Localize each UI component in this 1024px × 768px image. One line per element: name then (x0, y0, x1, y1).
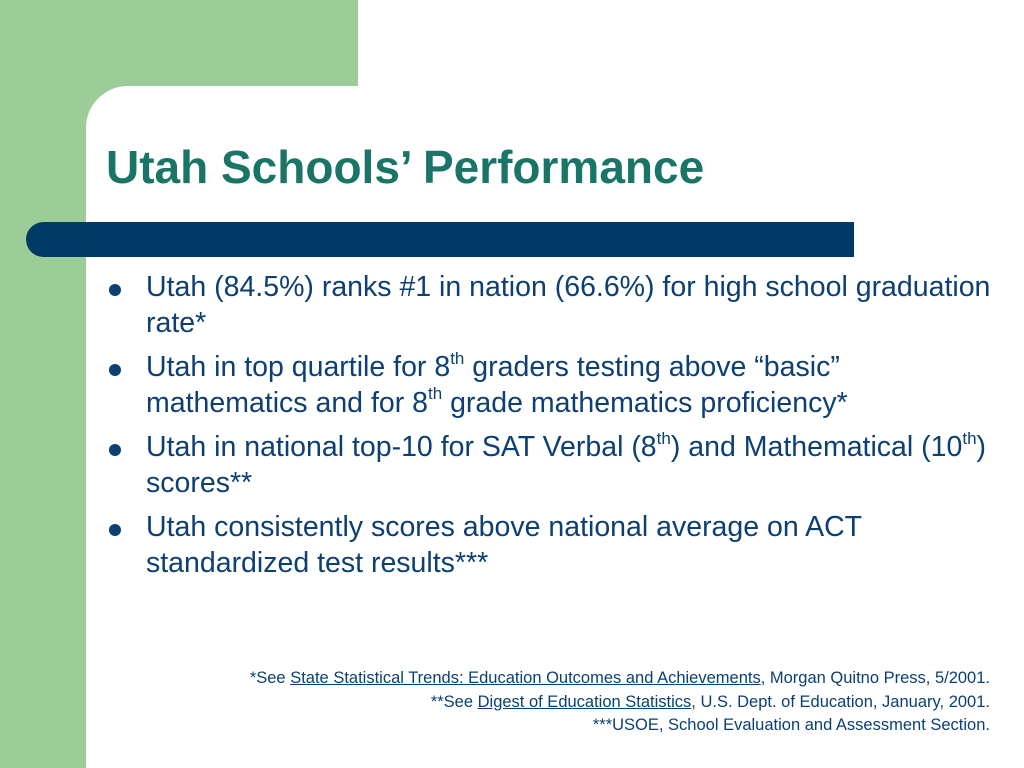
bullet-text: Utah (84.5%) ranks #1 in nation (66.6%) … (146, 271, 991, 339)
footnote-prefix: **See (430, 692, 478, 711)
footnote-2: **See Digest of Education Statistics, U.… (90, 691, 990, 715)
content-panel (86, 86, 1024, 768)
title-underline-bar (26, 222, 854, 257)
footnote-1: *See State Statistical Trends: Education… (90, 667, 990, 691)
bullet-dot-icon (109, 444, 121, 456)
footnote-prefix: *See (249, 669, 291, 687)
bullet-list: Utah (84.5%) ranks #1 in nation (66.6%) … (104, 270, 1004, 590)
footnote-suffix: , Morgan Quitno Press, 5/2001. (760, 669, 990, 687)
footnote-source-title: Digest of Education Statistics (477, 692, 692, 711)
bullet-dot-icon (109, 524, 121, 536)
footnote-suffix: , U.S. Dept. of Education, January, 2001… (691, 692, 990, 711)
footnotes: *See State Statistical Trends: Education… (90, 667, 990, 738)
bullet-text-part: graders testing above “basic” mathematic… (146, 351, 840, 419)
bullet-graduation-rate: Utah (84.5%) ranks #1 in nation (66.6%) … (104, 270, 1004, 341)
bullet-act-scores: Utah consistently scores above national … (104, 510, 1004, 581)
bullet-text: Utah consistently scores above national … (146, 511, 862, 579)
footnote-source-title: State Statistical Trends: Education Outc… (290, 669, 761, 687)
ordinal-suffix: th (656, 428, 671, 448)
bullet-math-quartile: Utah in top quartile for 8th graders tes… (104, 350, 1004, 421)
bullet-text-part: ) and Mathematical (10 (670, 431, 963, 463)
ordinal-suffix: th (962, 428, 977, 448)
ordinal-suffix: th (450, 348, 465, 368)
bullet-text-part: Utah in top quartile for 8 (146, 351, 451, 383)
bullet-dot-icon (109, 364, 121, 376)
bullet-text-part: grade mathematics proficiency* (442, 386, 848, 419)
footnote-3: ***USOE, School Evaluation and Assessmen… (592, 716, 990, 734)
bullet-dot-icon (109, 284, 121, 296)
bullet-text-part: ) scores** (146, 431, 987, 499)
ordinal-suffix: th (427, 384, 443, 403)
bullet-sat-scores: Utah in national top-10 for SAT Verbal (… (104, 430, 1004, 501)
slide-title: Utah Schools’ Performance (106, 141, 705, 193)
bullet-text-part: Utah in national top-10 for SAT Verbal (… (146, 431, 657, 463)
